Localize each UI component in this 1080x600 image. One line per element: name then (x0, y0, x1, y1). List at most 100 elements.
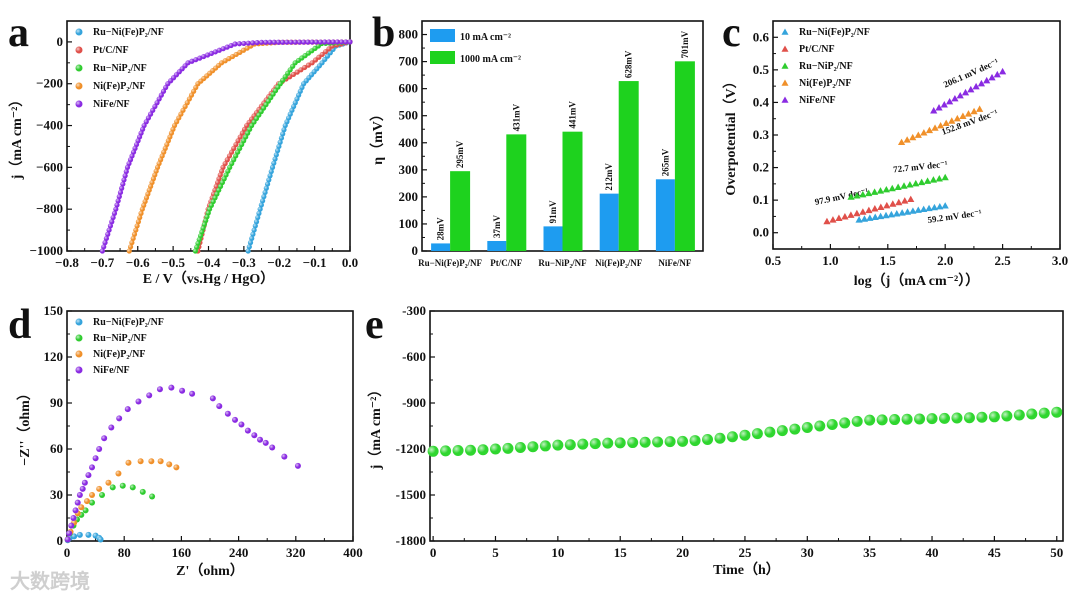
data-point (883, 201, 891, 209)
data-point-highlight (150, 107, 156, 113)
x-tick-label: 10 (551, 545, 564, 560)
data-point-highlight (280, 39, 286, 45)
data-point-highlight (108, 424, 115, 431)
data-point-highlight (263, 39, 269, 45)
data-point-highlight (224, 157, 230, 163)
data-point-highlight (963, 412, 975, 424)
data-point-highlight (577, 438, 589, 450)
data-point-highlight (489, 443, 501, 455)
bar (599, 193, 619, 251)
legend-label: NiFe/NF (93, 99, 130, 110)
x-tick-label: 20 (676, 545, 689, 560)
bar (543, 226, 563, 251)
data-point-highlight (96, 446, 103, 452)
legend-item: Ni(Fe)P₂/NF (781, 78, 851, 89)
data-point-highlight (256, 210, 262, 216)
data-point-highlight (244, 427, 251, 434)
legend-label: 10 mA cm⁻² (460, 32, 511, 43)
data-point (876, 187, 885, 194)
y-tick-label: 0.1 (753, 192, 769, 207)
data-point (855, 216, 863, 223)
x-tick-label: 2.5 (994, 253, 1011, 268)
y-tick-label: -600 (402, 349, 426, 364)
data-point-highlight (147, 111, 154, 117)
x-axis-label: log（j（mA cm⁻²）） (854, 273, 980, 289)
data-point-highlight (226, 153, 233, 159)
data-point-highlight (247, 240, 254, 246)
data-point-highlight (514, 441, 526, 453)
legend-label: Ni(Fe)P₂/NF (799, 78, 851, 89)
data-point-highlight (452, 445, 464, 457)
data-point-highlight (864, 414, 876, 426)
data-point (907, 195, 915, 203)
x-tick-label: 1.0 (822, 253, 838, 268)
data-point-highlight (197, 55, 203, 61)
y-axis-label: −Z''（ohm） (17, 386, 33, 466)
data-point-highlight (109, 484, 116, 491)
data-point-highlight (267, 173, 273, 179)
data-point-highlight (1013, 409, 1025, 421)
y-tick-label: 60 (50, 441, 63, 456)
data-point-highlight (926, 413, 938, 425)
data-point-highlight (330, 39, 336, 45)
data-point (923, 177, 932, 184)
data-point-highlight (627, 437, 639, 449)
data-point-highlight (135, 398, 142, 405)
data-point-highlight (252, 223, 258, 229)
x-tick-label: −0.8 (55, 255, 79, 270)
data-point-highlight (677, 435, 689, 447)
bar-value-label: 701mV (680, 30, 690, 58)
data-point-highlight (116, 194, 122, 200)
data-point-highlight (179, 387, 186, 394)
data-point-highlight (268, 168, 274, 175)
data-point (948, 117, 956, 124)
panel-label-c: c (722, 10, 741, 56)
data-point (914, 131, 922, 138)
data-point-highlight (85, 531, 92, 538)
data-point-highlight (143, 119, 149, 125)
data-point-highlight (89, 499, 96, 506)
data-point-highlight (232, 41, 238, 47)
data-point-highlight (249, 235, 255, 242)
data-point (829, 216, 837, 223)
legend-item: Pt/C/NF (75, 45, 129, 56)
data-point (970, 107, 978, 115)
y-tick-label: 150 (44, 303, 64, 318)
data-point-highlight (138, 210, 144, 216)
data-point-highlight (564, 439, 576, 451)
data-point-highlight (260, 198, 266, 204)
data-point (835, 214, 843, 222)
bar (506, 134, 527, 251)
data-point-highlight (282, 122, 288, 129)
bar (487, 240, 507, 251)
data-point-highlight (889, 414, 901, 426)
data-point (941, 173, 949, 181)
y-tick-label: 0 (57, 533, 64, 548)
legend-item: Ni(Fe)P₂/NF (75, 349, 145, 360)
data-point-highlight (166, 461, 173, 468)
data-point-highlight (257, 436, 264, 443)
data-point-highlight (245, 40, 251, 46)
legend-item: Ru−NiP₂/NF (75, 63, 147, 74)
data-point-highlight (552, 439, 564, 451)
bar (450, 171, 471, 251)
data-point-highlight (267, 39, 273, 45)
data-point-highlight (233, 141, 239, 148)
data-point-highlight (165, 81, 171, 87)
data-point-highlight (826, 418, 838, 430)
y-tick-label: 300 (399, 162, 419, 177)
bar-value-label: 295mV (455, 140, 465, 168)
data-point-highlight (258, 202, 264, 208)
bar-value-label: 28mV (436, 217, 446, 240)
y-tick-label: −600 (36, 159, 63, 174)
data-point (951, 94, 959, 102)
data-point-highlight (301, 39, 307, 45)
data-point-highlight (275, 39, 282, 45)
data-point-highlight (814, 420, 826, 432)
data-point (865, 189, 873, 197)
data-point-highlight (191, 88, 197, 94)
data-point-highlight (250, 231, 256, 237)
data-point-highlight (801, 422, 813, 434)
data-point-highlight (250, 40, 256, 46)
data-point-highlight (76, 531, 83, 538)
